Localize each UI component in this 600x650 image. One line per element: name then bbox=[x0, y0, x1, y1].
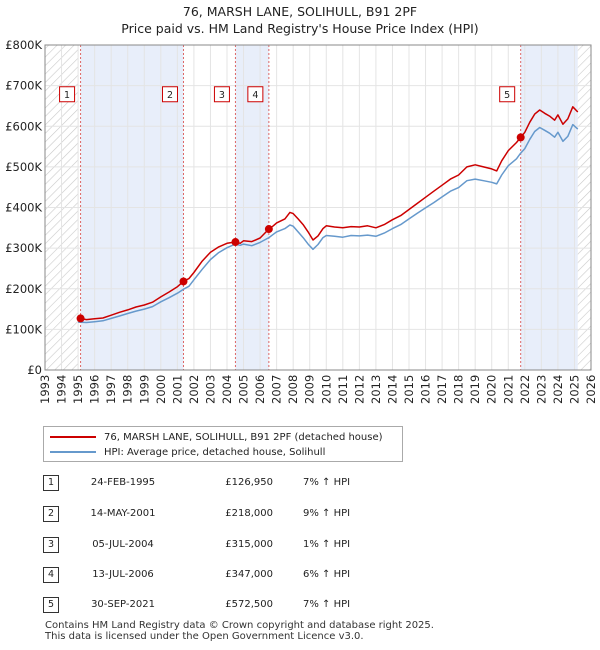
x-tick-label: 2009 bbox=[303, 375, 317, 404]
sale-hpi-change: 7% ↑ HPI bbox=[303, 477, 351, 488]
table-row: 1 24-FEB-1995 £126,950 7% ↑ HPI bbox=[43, 473, 443, 491]
x-tick-label: 1994 bbox=[55, 375, 69, 404]
table-row: 4 13-JUL-2006 £347,000 6% ↑ HPI bbox=[43, 565, 443, 583]
x-tick-label: 2011 bbox=[336, 375, 350, 404]
price-chart: 1 2 3 4 5 £0 £100K £200K £300K £400K £500K £600K £7… bbox=[5, 38, 598, 404]
x-tick-label: 2013 bbox=[369, 375, 383, 404]
y-tick-label: £200K bbox=[5, 282, 42, 296]
legend-label-property: 76, MARSH LANE, SOLIHULL, B91 2PF (detac… bbox=[104, 431, 383, 443]
x-tick-label: 2020 bbox=[485, 375, 499, 404]
x-tick-label: 2007 bbox=[270, 375, 284, 404]
footer-copyright: Contains HM Land Registry data © Crown c… bbox=[45, 620, 434, 631]
x-tick-label: 1997 bbox=[104, 375, 118, 404]
sale-date: 14-MAY-2001 bbox=[90, 508, 156, 519]
x-tick-label: 2021 bbox=[501, 375, 515, 404]
plot-frame bbox=[44, 44, 592, 371]
x-tick-label: 2014 bbox=[385, 375, 399, 404]
x-tick-label: 2001 bbox=[170, 375, 184, 404]
footer-licence: This data is licensed under the Open Gov… bbox=[45, 631, 364, 642]
sale-number-badge: 4 bbox=[43, 567, 59, 583]
sale-hpi-change: 7% ↑ HPI bbox=[303, 599, 351, 610]
x-tick-label: 1999 bbox=[137, 375, 151, 404]
chart-title: 76, MARSH LANE, SOLIHULL, B91 2PF bbox=[182, 4, 418, 19]
sale-date: 05-JUL-2004 bbox=[92, 539, 154, 550]
sale-price: £572,500 bbox=[225, 599, 273, 610]
legend-item-hpi: HPI: Average price, detached house, Soli… bbox=[50, 445, 325, 459]
y-tick-label: £0 bbox=[27, 363, 42, 377]
x-tick-label: 2010 bbox=[319, 375, 333, 404]
x-tick-label: 2019 bbox=[468, 375, 482, 404]
x-tick-label: 2000 bbox=[154, 375, 168, 404]
sale-label-box bbox=[161, 86, 178, 103]
x-tick-label: 1998 bbox=[121, 375, 135, 404]
sale-label-box bbox=[59, 86, 76, 103]
x-tick-label: 1993 bbox=[38, 375, 52, 404]
x-tick-label: 2008 bbox=[286, 375, 300, 404]
y-tick-label: £300K bbox=[5, 241, 42, 255]
sale-label-number: 2 bbox=[167, 90, 173, 101]
table-row: 5 30-SEP-2021 £572,500 7% ↑ HPI bbox=[43, 595, 443, 613]
x-tick-label: 2024 bbox=[551, 375, 565, 404]
sale-point bbox=[76, 314, 85, 323]
sale-point bbox=[231, 238, 240, 247]
x-tick-label: 1995 bbox=[71, 375, 85, 404]
sale-price: £126,950 bbox=[225, 477, 273, 488]
chart-subtitle: Price paid vs. HM Land Registry's House … bbox=[121, 21, 479, 36]
table-row: 3 05-JUL-2004 £315,000 1% ↑ HPI bbox=[43, 535, 443, 553]
sale-label-number: 3 bbox=[219, 90, 225, 101]
x-tick-label: 2004 bbox=[220, 375, 234, 404]
x-tick-label: 2012 bbox=[352, 375, 366, 404]
sale-label-box bbox=[213, 86, 230, 103]
sale-label-number: 5 bbox=[504, 90, 510, 101]
sale-hpi-change: 1% ↑ HPI bbox=[303, 539, 351, 550]
sale-number-badge: 3 bbox=[43, 537, 59, 553]
sale-number-badge: 1 bbox=[43, 475, 59, 491]
y-tick-label: £100K bbox=[5, 322, 42, 336]
x-tick-label: 2006 bbox=[253, 375, 267, 404]
y-tick-label: £400K bbox=[5, 201, 42, 215]
x-tick-label: 2005 bbox=[237, 375, 251, 404]
sale-hpi-change: 9% ↑ HPI bbox=[303, 508, 351, 519]
sale-point bbox=[516, 133, 525, 142]
y-tick-label: £500K bbox=[5, 160, 42, 174]
x-tick-label: 1996 bbox=[88, 375, 102, 404]
table-row: 2 14-MAY-2001 £218,000 9% ↑ HPI bbox=[43, 504, 443, 522]
legend-label-hpi: HPI: Average price, detached house, Soli… bbox=[104, 446, 326, 458]
sale-price: £315,000 bbox=[225, 539, 273, 550]
x-tick-label: 2022 bbox=[518, 375, 532, 404]
legend-swatch-hpi bbox=[50, 451, 96, 453]
x-tick-label: 2026 bbox=[584, 375, 598, 404]
sale-label-box bbox=[247, 86, 264, 103]
sale-price: £347,000 bbox=[225, 569, 273, 580]
footer: Contains HM Land Registry data © Crown c… bbox=[45, 620, 434, 642]
sale-point bbox=[179, 277, 188, 286]
y-tick-label: £700K bbox=[5, 79, 42, 93]
sale-label-number: 4 bbox=[252, 90, 258, 101]
x-tick-label: 2017 bbox=[435, 375, 449, 404]
sale-date: 30-SEP-2021 bbox=[91, 599, 155, 610]
legend-item-property: 76, MARSH LANE, SOLIHULL, B91 2PF (detac… bbox=[50, 430, 383, 444]
sale-number-badge: 2 bbox=[43, 506, 59, 522]
x-tick-label: 2002 bbox=[187, 375, 201, 404]
sale-label-number: 1 bbox=[64, 90, 70, 101]
sale-date: 13-JUL-2006 bbox=[92, 569, 154, 580]
x-tick-label: 2025 bbox=[567, 375, 581, 404]
sale-price: £218,000 bbox=[225, 508, 273, 519]
series-line-hpi bbox=[78, 123, 579, 324]
x-tick-label: 2003 bbox=[203, 375, 217, 404]
sale-label-box bbox=[499, 86, 516, 103]
sale-point bbox=[264, 225, 273, 234]
sale-number-badge: 5 bbox=[43, 597, 59, 613]
x-tick-label: 2023 bbox=[534, 375, 548, 404]
y-tick-label: £600K bbox=[5, 119, 42, 133]
sale-date: 24-FEB-1995 bbox=[90, 477, 156, 488]
x-tick-label: 2018 bbox=[452, 375, 466, 404]
legend-swatch-property bbox=[50, 436, 96, 438]
x-tick-label: 2015 bbox=[402, 375, 416, 404]
x-tick-label: 2016 bbox=[419, 375, 433, 404]
legend: 76, MARSH LANE, SOLIHULL, B91 2PF (detac… bbox=[43, 426, 403, 462]
sale-hpi-change: 6% ↑ HPI bbox=[303, 569, 351, 580]
chart-title-block: 76, MARSH LANE, SOLIHULL, B91 2PF Price … bbox=[0, 3, 600, 37]
y-tick-label: £800K bbox=[5, 38, 42, 52]
